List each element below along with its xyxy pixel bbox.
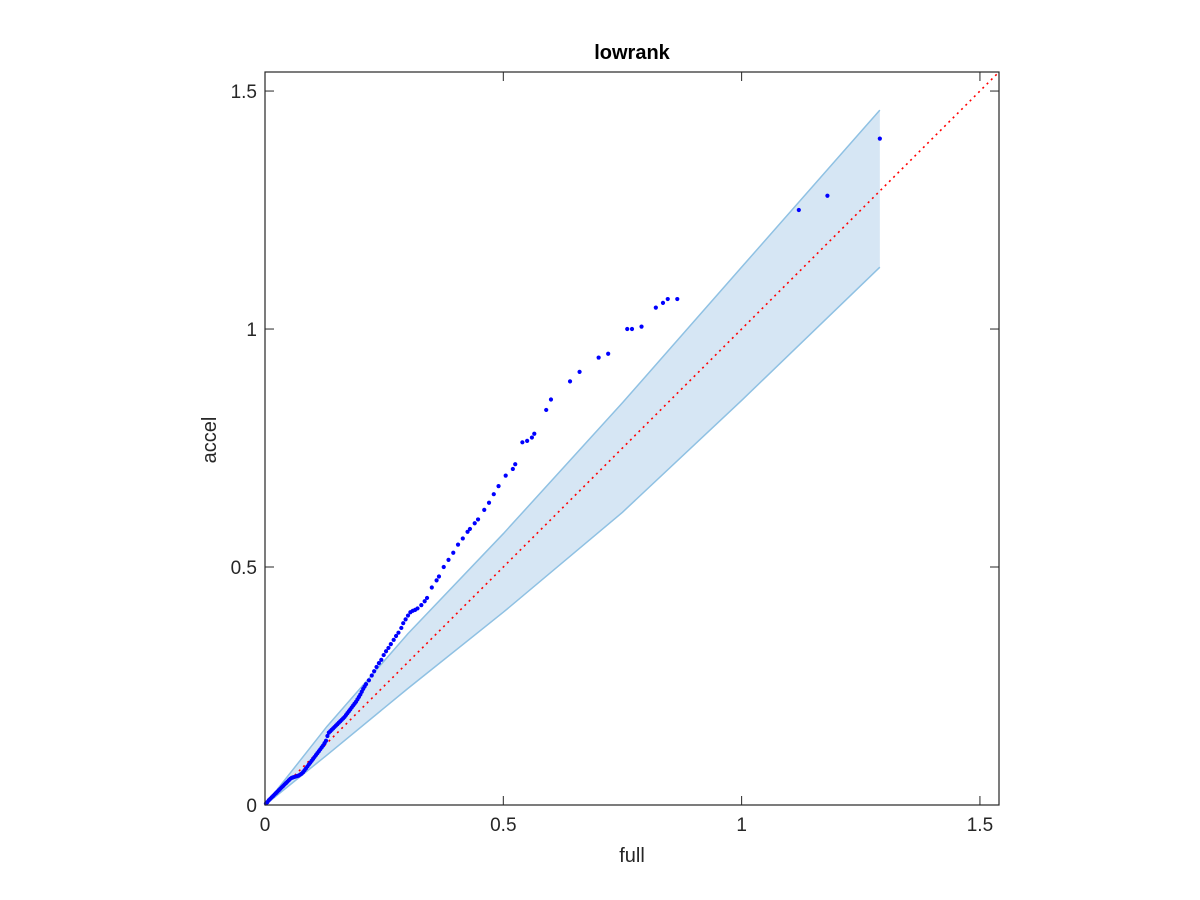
data-point bbox=[503, 473, 508, 478]
data-point bbox=[415, 606, 420, 611]
data-point bbox=[567, 379, 573, 384]
y-axis-label: accel bbox=[199, 417, 221, 464]
data-point bbox=[419, 602, 424, 608]
reference-line bbox=[264, 71, 1000, 806]
data-point bbox=[401, 621, 406, 626]
data-point bbox=[424, 595, 430, 601]
y-tick-label: 1.5 bbox=[231, 82, 257, 103]
data-point bbox=[405, 613, 411, 618]
data-point bbox=[467, 526, 473, 532]
data-point bbox=[665, 296, 670, 302]
data-point bbox=[399, 625, 404, 631]
data-point bbox=[372, 669, 377, 674]
data-point bbox=[446, 557, 451, 562]
data-point bbox=[496, 483, 501, 489]
data-point bbox=[625, 326, 630, 332]
data-point bbox=[325, 733, 330, 739]
y-tick-label: 0 bbox=[246, 796, 257, 817]
data-point bbox=[366, 678, 372, 683]
data-point bbox=[577, 369, 582, 374]
data-point bbox=[532, 431, 537, 436]
data-point bbox=[441, 564, 446, 570]
data-point bbox=[639, 324, 644, 329]
data-point bbox=[653, 305, 658, 310]
x-tick-label: 0 bbox=[260, 815, 271, 836]
data-point bbox=[381, 652, 386, 658]
axes-box bbox=[264, 71, 1000, 806]
data-point bbox=[383, 649, 389, 654]
data-point bbox=[460, 536, 465, 541]
data-point bbox=[544, 407, 549, 413]
data-point bbox=[482, 507, 487, 512]
data-point bbox=[596, 355, 601, 360]
data-point bbox=[369, 673, 374, 678]
data-point bbox=[529, 435, 535, 440]
data-point bbox=[465, 529, 470, 534]
data-point bbox=[434, 578, 439, 583]
data-point bbox=[323, 738, 329, 743]
data-point bbox=[422, 599, 427, 604]
confidence-band-lower bbox=[264, 266, 881, 806]
data-point bbox=[520, 440, 525, 445]
data-point bbox=[436, 574, 442, 579]
x-tick-label: 0.5 bbox=[490, 815, 516, 836]
data-point bbox=[429, 585, 434, 590]
x-axis-label: full bbox=[619, 845, 645, 867]
data-point bbox=[675, 296, 680, 302]
data-point bbox=[379, 657, 384, 662]
data-point bbox=[455, 542, 461, 547]
data-point bbox=[388, 642, 393, 647]
data-point bbox=[386, 645, 391, 651]
x-tick-label: 1 bbox=[736, 815, 747, 836]
data-point bbox=[486, 500, 492, 505]
data-point bbox=[629, 326, 635, 332]
data-point bbox=[491, 492, 496, 497]
data-point bbox=[393, 633, 399, 639]
data-point bbox=[451, 550, 456, 555]
data-point bbox=[548, 397, 554, 402]
data-point bbox=[403, 617, 408, 622]
data-point bbox=[825, 193, 830, 198]
data-point bbox=[660, 300, 666, 305]
confidence-band-fill bbox=[265, 110, 880, 805]
confidence-band-upper bbox=[264, 109, 881, 806]
y-tick-label: 0.5 bbox=[231, 558, 257, 579]
data-point bbox=[525, 438, 530, 443]
data-point bbox=[510, 466, 515, 472]
data-point bbox=[391, 637, 396, 642]
data-point bbox=[606, 351, 611, 356]
data-point bbox=[796, 207, 801, 213]
y-tick-label: 1 bbox=[246, 320, 257, 341]
data-point bbox=[363, 682, 369, 687]
data-point bbox=[513, 462, 518, 467]
data-point bbox=[472, 521, 477, 526]
data-point bbox=[475, 517, 481, 522]
data-point bbox=[877, 136, 882, 141]
data-point bbox=[376, 661, 382, 666]
x-tick-label: 1.5 bbox=[967, 815, 993, 836]
data-point bbox=[374, 664, 379, 670]
data-point bbox=[396, 630, 401, 635]
chart-title: lowrank bbox=[594, 42, 670, 64]
